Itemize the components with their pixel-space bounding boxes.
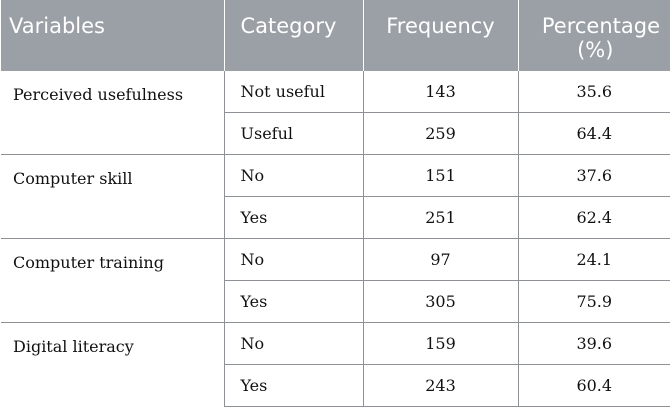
percentage-cell: 60.4 [517,364,670,407]
table-row: Perceived usefulness Not useful 143 35.6 [1,71,670,113]
frequency-cell: 151 [362,154,518,197]
header-category: Category [223,0,363,71]
category-cell: No [223,238,363,281]
variable-cell: Perceived usefulness [13,85,184,104]
percentage-cell: 39.6 [517,322,670,365]
header-variables: Variables [1,0,224,71]
category-cell: No [223,322,363,365]
category-cell: Yes [223,364,363,407]
frequency-cell: 251 [362,196,518,239]
percentage-cell: 64.4 [517,112,670,155]
table-row: Yes 251 62.4 [1,196,670,239]
frequency-cell: 97 [362,238,518,281]
category-cell: Useful [223,112,363,155]
frequency-cell: 243 [362,364,518,407]
percentage-cell: 35.6 [517,71,670,113]
category-cell: Not useful [223,71,363,113]
frequency-cell: 143 [362,71,518,113]
table-body: Perceived usefulness Not useful 143 35.6… [1,71,670,407]
frequency-cell: 159 [362,322,518,365]
category-cell: Yes [223,280,363,323]
table-row: Useful 259 64.4 [1,112,670,155]
header-percentage-line2: (%) [577,38,614,62]
header-percentage: Percentage (%) [517,0,670,71]
percentage-cell: 37.6 [517,154,670,197]
frequency-cell: 259 [362,112,518,155]
variable-cell: Computer training [1,238,224,323]
percentage-cell: 75.9 [517,280,670,323]
table-row: Computer skill No 151 37.6 [1,154,670,239]
frequency-cell: 305 [362,280,518,323]
category-cell: Yes [223,196,363,239]
table-row: Yes 305 75.9 [1,280,670,323]
header-percentage-line1: Percentage [541,14,660,38]
table-row: Yes 243 60.4 [1,364,670,407]
table-header: Variables Category Frequency Percentage … [1,0,670,71]
header-row: Variables Category Frequency Percentage … [1,0,670,71]
header-frequency: Frequency [362,0,518,71]
category-cell: No [223,154,363,197]
table-row: Digital literacy No 159 39.6 [1,322,670,407]
data-table: Variables Category Frequency Percentage … [1,0,670,407]
variable-cell: Computer skill [1,154,224,239]
percentage-cell: 24.1 [517,238,670,281]
table-row: Computer training No 97 24.1 [1,238,670,323]
variable-cell: Digital literacy [1,322,224,407]
percentage-cell: 62.4 [517,196,670,239]
